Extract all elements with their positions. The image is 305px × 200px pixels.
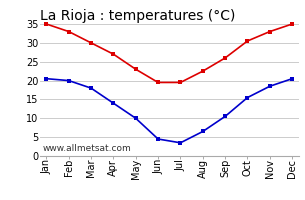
Text: www.allmetsat.com: www.allmetsat.com bbox=[42, 144, 131, 153]
Text: La Rioja : temperatures (°C): La Rioja : temperatures (°C) bbox=[40, 9, 235, 23]
